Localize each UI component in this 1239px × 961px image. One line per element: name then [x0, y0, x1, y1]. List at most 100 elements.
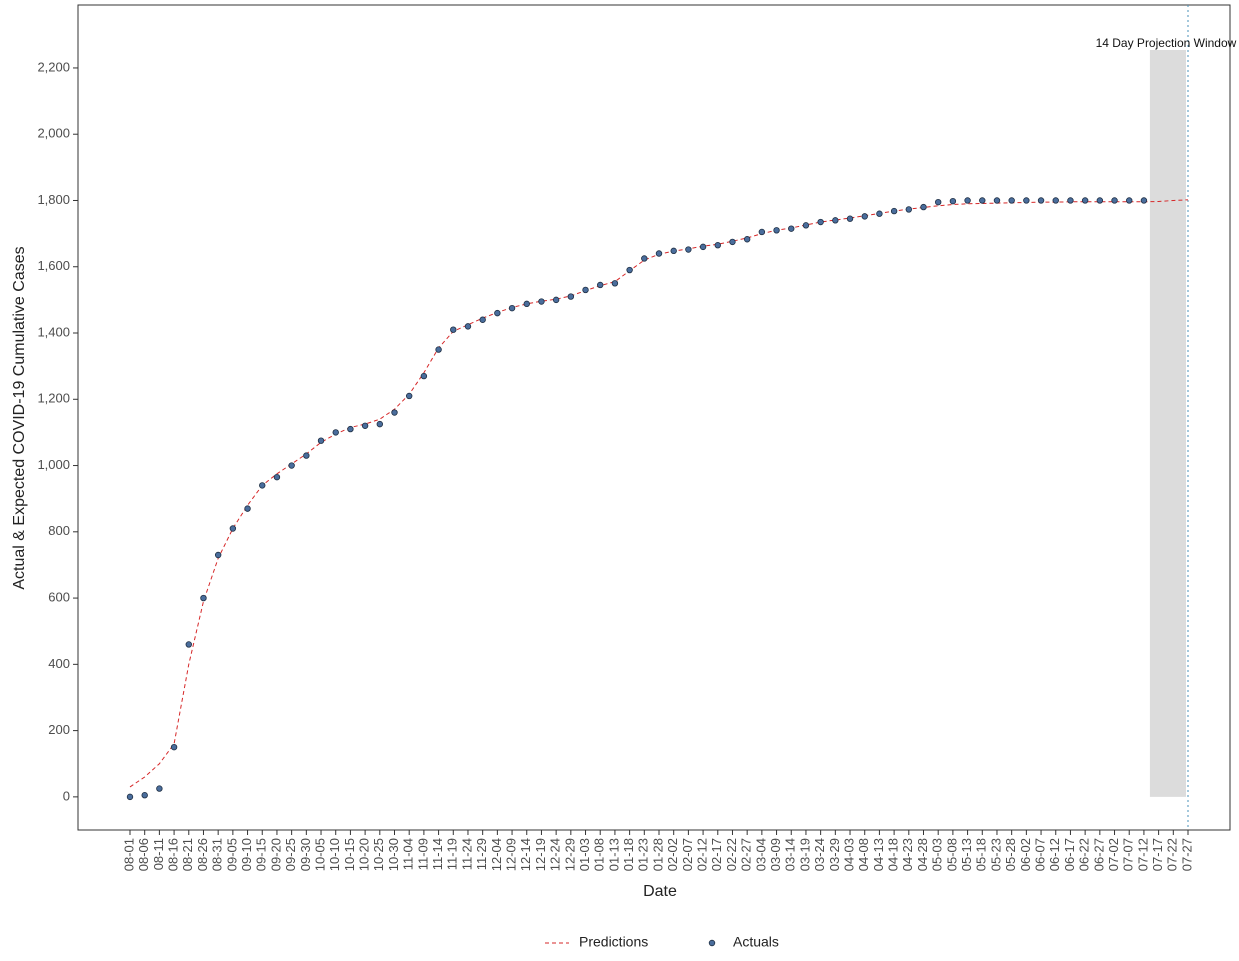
- actual-point: [817, 218, 824, 226]
- y-tick-label: 1,000: [37, 457, 70, 472]
- actual-point: [141, 792, 148, 799]
- x-tick-label: 09-05: [224, 838, 239, 871]
- x-tick-label: 12-29: [562, 838, 577, 871]
- x-tick-label: 04-28: [915, 838, 930, 871]
- x-tick-label: 11-29: [474, 838, 489, 870]
- actual-point: [259, 482, 266, 489]
- actual-point: [273, 473, 281, 481]
- actual-point: [626, 266, 633, 274]
- x-tick-label: 07-07: [1121, 838, 1136, 871]
- x-tick-label: 03-29: [827, 838, 842, 871]
- actual-point: [964, 197, 971, 204]
- legend-label: Predictions: [579, 934, 648, 950]
- x-tick-label: 08-16: [166, 838, 181, 871]
- x-tick-label: 08-21: [180, 838, 195, 871]
- x-tick-label: 04-03: [841, 838, 856, 871]
- actual-point: [361, 422, 369, 429]
- actual-point: [729, 238, 736, 246]
- x-tick-label: 01-13: [606, 838, 621, 871]
- x-tick-label: 05-23: [988, 838, 1003, 871]
- x-tick-label: 12-24: [548, 838, 563, 871]
- actual-point: [802, 222, 810, 229]
- x-tick-label: 10-10: [327, 838, 342, 871]
- x-tick-label: 12-04: [489, 838, 504, 871]
- x-tick-label: 12-19: [533, 838, 548, 871]
- x-tick-label: 08-11: [151, 838, 166, 870]
- x-tick-label: 09-20: [268, 838, 283, 871]
- actual-point: [1008, 197, 1015, 204]
- actual-point: [405, 392, 413, 400]
- actual-point: [714, 242, 721, 249]
- x-tick-label: 01-23: [636, 838, 651, 871]
- actual-point: [979, 197, 986, 204]
- actual-point: [905, 206, 913, 213]
- x-tick-label: 10-25: [371, 838, 386, 871]
- actual-point: [832, 217, 839, 224]
- x-tick-label: 07-12: [1135, 838, 1150, 871]
- x-tick-label: 06-12: [1047, 838, 1062, 871]
- x-tick-label: 07-22: [1165, 838, 1180, 871]
- x-tick-label: 05-08: [944, 838, 959, 871]
- x-tick-label: 11-14: [430, 838, 445, 870]
- x-tick-label: 08-06: [136, 838, 151, 871]
- x-tick-label: 12-14: [518, 838, 533, 871]
- x-tick-label: 11-19: [445, 838, 460, 870]
- x-tick-label: 05-03: [930, 838, 945, 871]
- legend-key: [708, 939, 716, 947]
- actual-point: [464, 323, 472, 330]
- x-tick-label: 10-15: [342, 838, 357, 871]
- x-tick-label: 11-09: [415, 838, 430, 870]
- x-tick-label: 01-28: [650, 838, 665, 871]
- y-tick-label: 1,200: [37, 391, 70, 406]
- actual-point: [523, 300, 530, 308]
- actual-point: [126, 793, 134, 801]
- x-tick-label: 02-27: [739, 838, 754, 871]
- x-tick-label: 06-27: [1091, 838, 1106, 871]
- x-axis-label: Date: [643, 883, 677, 900]
- actual-point: [597, 281, 604, 289]
- x-tick-label: 12-09: [503, 838, 518, 871]
- x-tick-label: 02-17: [709, 838, 724, 871]
- actual-point: [494, 309, 501, 317]
- x-tick-label: 10-20: [357, 838, 372, 871]
- actual-point: [861, 213, 868, 220]
- actual-point: [920, 203, 927, 211]
- x-tick-label: 05-13: [959, 838, 974, 871]
- x-tick-label: 03-14: [783, 838, 798, 871]
- x-tick-label: 09-25: [283, 838, 298, 871]
- x-tick-label: 03-04: [753, 838, 768, 871]
- x-tick-label: 02-07: [680, 838, 695, 871]
- x-tick-label: 01-03: [577, 838, 592, 871]
- legend-label: Actuals: [733, 934, 779, 950]
- actual-point: [788, 225, 795, 232]
- actual-point: [1037, 197, 1045, 204]
- actual-point: [244, 505, 251, 512]
- actual-point: [214, 551, 222, 559]
- y-tick-label: 1,600: [37, 258, 70, 273]
- actual-point: [876, 210, 883, 217]
- actual-point: [303, 452, 310, 459]
- actual-point: [288, 462, 295, 469]
- actual-point: [347, 425, 354, 433]
- x-tick-label: 01-18: [621, 838, 636, 871]
- actual-point: [156, 785, 163, 792]
- x-tick-label: 03-24: [812, 838, 827, 871]
- actual-point: [420, 372, 428, 380]
- y-tick-label: 2,000: [37, 126, 70, 141]
- actual-point: [1140, 197, 1148, 204]
- actual-point: [538, 298, 545, 305]
- x-tick-label: 02-02: [665, 838, 680, 871]
- actual-point: [758, 228, 766, 236]
- x-tick-label: 06-07: [1032, 838, 1047, 871]
- x-tick-label: 06-02: [1018, 838, 1033, 871]
- actual-point: [641, 255, 648, 262]
- actual-point: [890, 207, 898, 215]
- y-tick-label: 2,200: [37, 59, 70, 74]
- plot-border: [77, 4, 1231, 831]
- actual-point: [479, 316, 486, 323]
- x-tick-label: 03-19: [797, 838, 812, 871]
- actual-point: [229, 525, 237, 532]
- x-tick-label: 09-10: [239, 838, 254, 871]
- x-tick-label: 01-08: [592, 838, 607, 871]
- actual-point: [170, 743, 178, 751]
